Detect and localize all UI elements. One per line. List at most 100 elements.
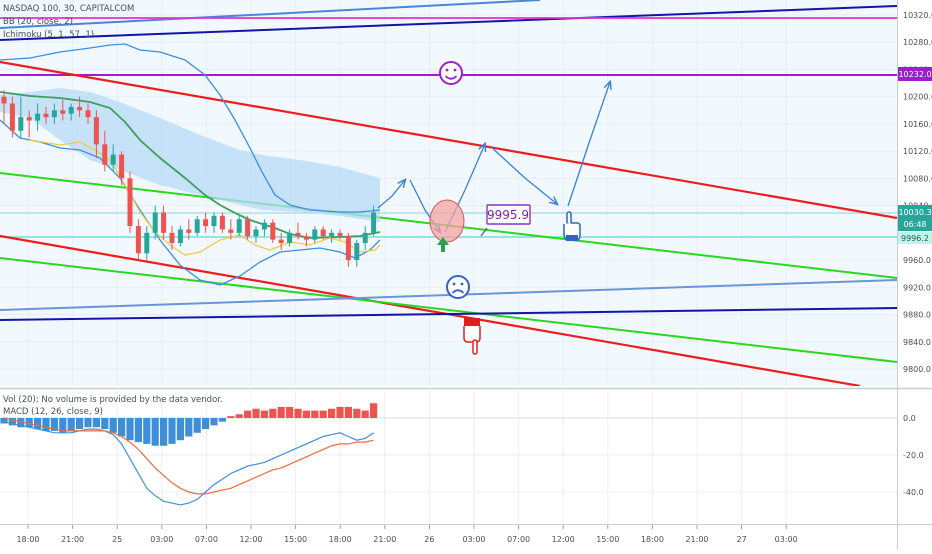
candle-body [303,236,309,240]
red-channel-upper[interactable] [0,60,897,220]
macd-legend[interactable]: MACD (12, 26, close, 9) [3,407,103,417]
macd-hist-bar [92,418,100,428]
macd-hist-bar [361,410,369,418]
macd-hist-bar [294,408,302,418]
red-channel-lower[interactable] [0,234,861,386]
candle-body [161,212,167,233]
ichimoku-legend[interactable]: Ichimoku (5, 1, 57, 1) [3,30,94,40]
price-tick: 10160.0 [903,120,932,129]
candle-body [228,229,234,233]
navy-trendline-top[interactable] [0,5,897,41]
time-label: 27 [737,535,747,544]
candle-body [278,239,284,244]
macd-hist-bar [101,418,109,430]
macd-hist-bar [302,410,310,418]
blue-support-line[interactable] [0,279,897,311]
macd-hist-bar [59,418,67,433]
candle-body [337,232,343,237]
candle-body [245,219,251,237]
candle-body [119,154,125,179]
time-label: 03:00 [775,535,798,544]
last-price-badge [898,205,932,231]
macd-histogram [0,403,378,446]
macd-hist-bar [160,418,168,446]
price-tick: 9880.0 [903,311,931,320]
time-label: 15:00 [596,535,619,544]
forecast-arrow-5[interactable] [567,82,610,207]
macd-hist-bar [118,418,126,437]
macd-hist-bar [336,406,344,418]
pointing-hand-icon [563,211,581,241]
macd-pane-bg [0,391,897,523]
candle-body [194,219,200,233]
macd-axis[interactable]: 0.0 -20.0 -40.0 [903,414,924,497]
macd-hist-bar [260,410,268,418]
macd-tick: -20.0 [903,451,924,460]
candle-body [219,215,225,230]
price-axis-badges: 10232.0 10030.3 06:48 9996.2 [898,67,932,244]
candle-body [152,212,158,233]
price-box-label: 9995.9 [487,208,529,222]
macd-hist-bar [269,408,277,418]
legend: NASDAQ 100, 30, CAPITALCOM BB (20, close… [3,4,223,417]
symbol-title[interactable]: NASDAQ 100, 30, CAPITALCOM [3,4,134,14]
candle-body [371,212,377,233]
time-axis[interactable]: 18:00 21:00 25 03:00 07:00 12:00 15:00 18:00 21:… [16,525,798,544]
time-label: 21:00 [685,535,708,544]
level-badge-label: 10232.0 [898,70,931,79]
candles [1,89,377,267]
time-label: 25 [112,535,122,544]
time-label: 18:00 [16,535,39,544]
forecast-arrow-4[interactable] [489,145,557,204]
countdown-label: 06:48 [903,220,926,229]
green-channel-lower[interactable] [0,257,897,363]
price-tick: 9800.0 [903,365,931,374]
macd-hist-bar [218,418,226,422]
time-label: 21:00 [61,535,84,544]
macd-hist-bar [235,414,243,418]
macd-hist-bar [126,418,134,441]
highlight-circle[interactable] [429,199,465,243]
forecast-arrow-1[interactable] [377,180,405,209]
macd-lines [3,417,374,506]
time-label: 18:00 [641,535,664,544]
time-label: 12:00 [239,535,262,544]
macd-hist-bar [34,418,42,430]
price-box[interactable] [486,204,531,225]
macd-tick: -40.0 [903,488,924,497]
smile-icon [439,61,463,85]
level-badge [898,67,932,81]
last-price-label: 10030.3 [898,208,931,217]
candle-body [362,232,368,244]
macd-hist-bar [210,418,218,426]
navy-support-line[interactable] [0,307,897,321]
macd-hist-bar [252,408,260,418]
bb-legend[interactable]: BB (20, close, 2) [3,17,73,27]
candle-body [320,229,326,237]
sad-icon [446,275,470,299]
macd-hist-bar [185,418,193,437]
candle-body [26,117,32,121]
macd-hist-bar [143,418,151,444]
time-label: 15:00 [284,535,307,544]
time-label: 18:00 [329,535,352,544]
blue-trendline-top[interactable] [0,0,541,29]
price-axis[interactable]: 10320.010280.010240.010200.010160.010120… [903,11,932,374]
price-tick: 9920.0 [903,283,931,292]
macd-hist-bar [17,418,25,428]
vol-legend[interactable]: Vol (20): No volume is provided by the d… [3,395,223,405]
annotations: 9995.9 [377,61,610,355]
macd-hist-bar [84,418,92,428]
macd-hist-bar [42,418,50,431]
macd-hist-bar [134,418,142,443]
price-pane-bg [0,0,897,386]
macd-hist-bar [67,418,75,431]
candle-body [295,232,301,237]
macd-hist-bar [0,418,8,424]
candle-body [177,229,183,244]
candle-body [18,117,24,131]
marker-price-label: 9996.2 [901,234,929,243]
up-arrow-icon [437,237,449,252]
price-tick: 10120.0 [903,147,932,156]
pointing-hand-down-icon [463,318,481,355]
